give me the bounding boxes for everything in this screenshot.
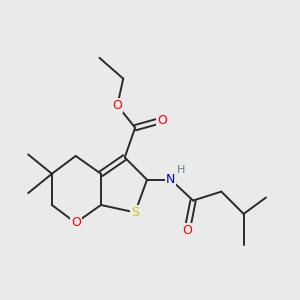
Text: H: H <box>177 165 185 175</box>
Text: O: O <box>157 114 167 127</box>
Text: O: O <box>71 216 81 229</box>
Text: N: N <box>166 173 176 186</box>
Text: S: S <box>131 206 139 219</box>
Text: O: O <box>112 99 122 112</box>
Text: O: O <box>182 224 192 237</box>
